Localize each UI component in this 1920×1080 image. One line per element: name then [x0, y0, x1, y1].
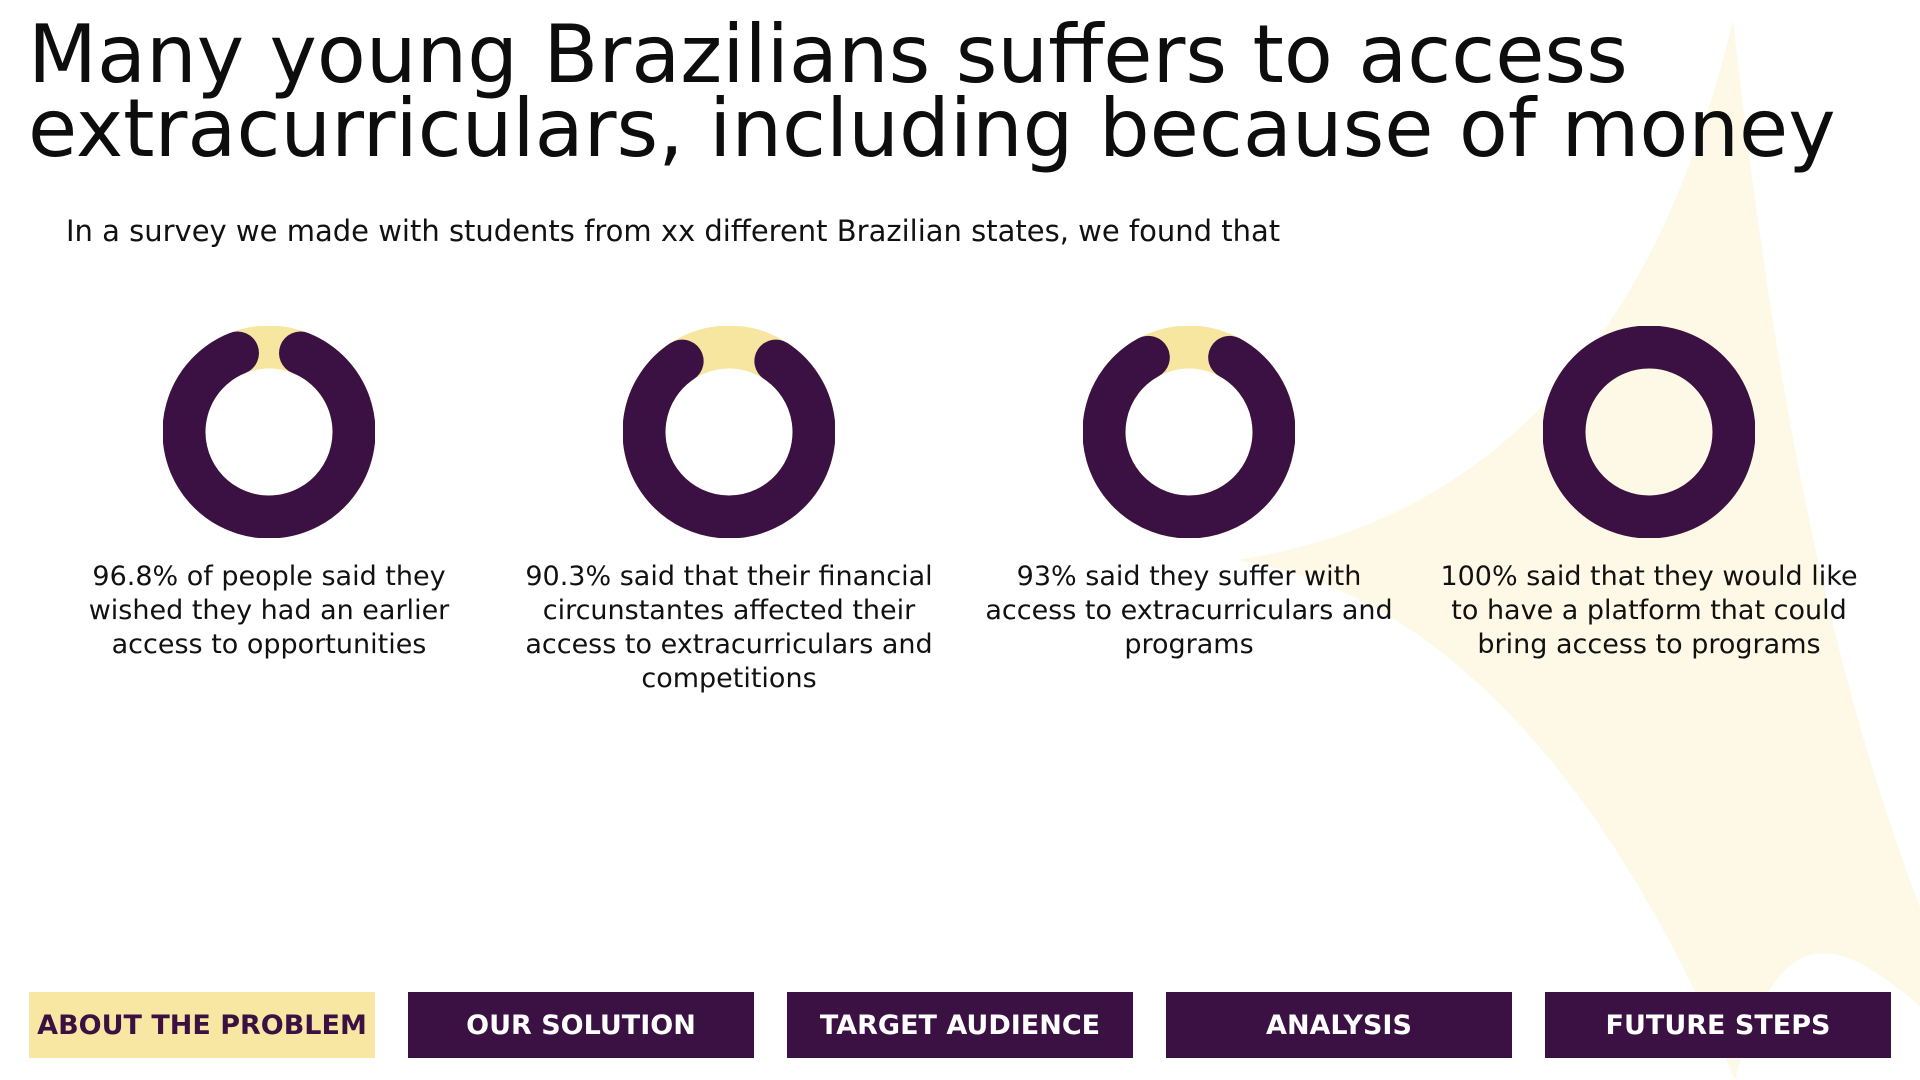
- nav-our-solution-button[interactable]: OUR SOLUTION: [408, 992, 754, 1058]
- donut-chart: [1083, 326, 1295, 538]
- donut-chart: [163, 326, 375, 538]
- stat-caption: 100% said that they would like to have a…: [1440, 561, 1858, 660]
- donut-value-segment: [1543, 326, 1755, 538]
- stat-caption: 90.3% said that their financial circunst…: [525, 561, 933, 694]
- section-nav: ABOUT THE PROBLEM OUR SOLUTION TARGET AU…: [0, 992, 1920, 1058]
- stat-item: 90.3% said that their financial circunst…: [519, 326, 939, 696]
- donut-chart: [623, 326, 835, 538]
- stat-item: 100% said that they would like to have a…: [1439, 326, 1859, 662]
- page-title: Many young Brazilians suffers to access …: [28, 8, 1836, 175]
- stat-item: 96.8% of people said they wished they ha…: [59, 326, 479, 662]
- stat-caption: 93% said they suffer with access to extr…: [985, 561, 1393, 660]
- donut-value-segment: [1083, 335, 1295, 538]
- donut-value-segment: [163, 331, 375, 538]
- survey-intro-text: In a survey we made with students from x…: [66, 214, 1281, 248]
- donut-chart: [1543, 326, 1755, 538]
- nav-future-steps-button[interactable]: FUTURE STEPS: [1545, 992, 1891, 1058]
- nav-target-audience-button[interactable]: TARGET AUDIENCE: [787, 992, 1133, 1058]
- nav-about-the-problem-button[interactable]: ABOUT THE PROBLEM: [29, 992, 375, 1058]
- nav-analysis-button[interactable]: ANALYSIS: [1166, 992, 1512, 1058]
- donut-value-segment: [623, 339, 835, 538]
- stat-caption: 96.8% of people said they wished they ha…: [88, 561, 450, 660]
- stat-item: 93% said they suffer with access to extr…: [979, 326, 1399, 662]
